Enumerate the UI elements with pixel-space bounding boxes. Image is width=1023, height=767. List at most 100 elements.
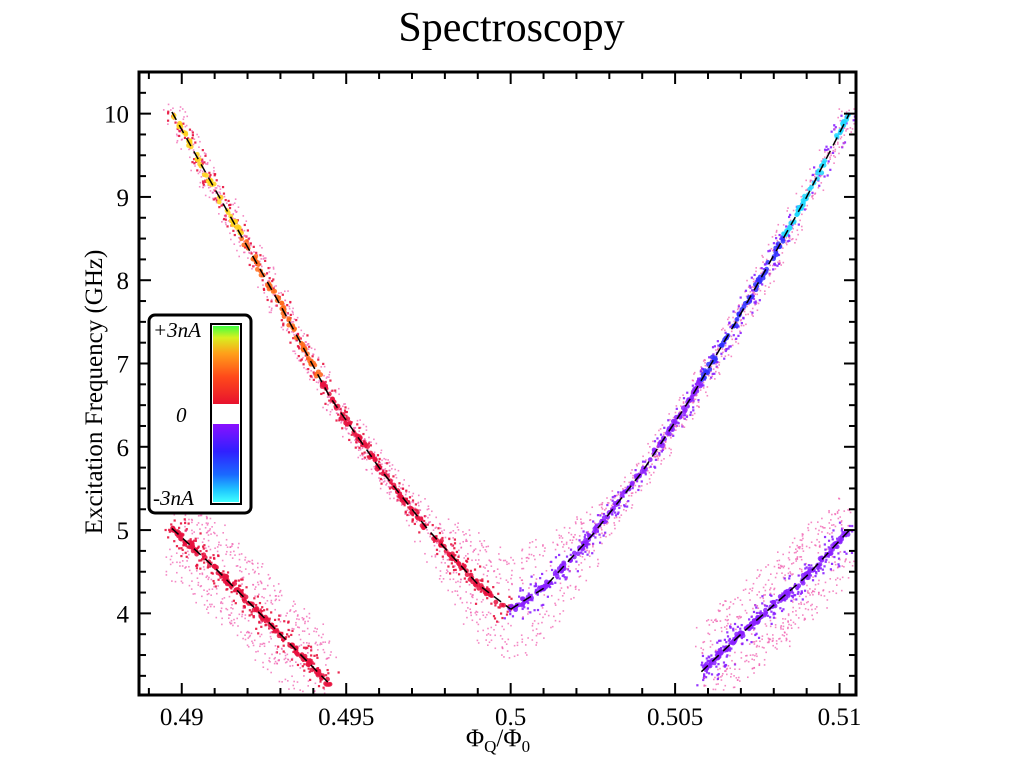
scatter-point [291,629,294,633]
scatter-point [644,473,647,476]
scatter-point [788,236,790,239]
scatter-point [316,720,318,722]
scatter-point [303,608,306,610]
scatter-point [442,558,445,561]
scatter-point [209,173,212,177]
scatter-point [805,601,808,604]
scatter-point [800,539,803,542]
scatter-point [773,612,777,615]
scatter-point [270,307,273,310]
scatter-point [361,447,364,450]
scatter-point [640,480,643,483]
scatter-point [487,633,490,635]
scatter-point [571,541,573,544]
scatter-point [776,551,779,553]
scatter-point [267,573,270,576]
scatter-point [779,564,782,567]
scatter-point [716,677,720,680]
scatter-point [273,662,276,665]
scatter-point [720,355,723,358]
scatter-point [758,299,761,302]
scatter-point [752,297,755,300]
scatter-point [740,636,743,640]
scatter-point [631,492,634,494]
scatter-point [717,366,719,369]
scatter-point [752,286,755,289]
scatter-point [759,573,761,576]
scatter-point [747,294,750,296]
scatter-point [551,582,554,585]
scatter-point [266,298,269,302]
scatter-point [594,536,597,539]
scatter-point [656,445,658,448]
scatter-point [221,598,224,600]
scatter-point [752,278,755,280]
scatter-point [521,567,523,570]
x-axis-title: ΦQ/Φ0 [466,725,530,756]
scatter-point [505,613,509,616]
scatter-point [325,409,328,411]
scatter-point [408,484,410,487]
scatter-point [204,526,207,529]
scatter-point [192,149,195,151]
scatter-point [402,483,404,486]
scatter-point [830,569,833,572]
scatter-point [457,529,460,531]
scatter-point [419,540,422,543]
scatter-point [751,658,753,661]
scatter-point [426,529,428,531]
scatter-point [560,541,563,543]
scatter-point [615,516,618,519]
scatter-point [763,658,766,661]
scatter-point [791,231,794,233]
scatter-point [719,639,722,642]
scatter-point [304,343,307,346]
scatter-point [697,401,700,403]
scatter-point [397,497,399,499]
scatter-point [474,612,477,614]
scatter-point [308,617,311,619]
scatter-point [811,173,814,176]
scatter-point [176,571,178,574]
scatter-point [506,610,509,613]
scatter-point [836,566,839,569]
scatter-point [597,558,599,561]
scatter-point [406,509,409,512]
scatter-point [790,627,793,629]
scatter-point [505,579,508,581]
scatter-point [201,572,204,575]
scatter-point [631,469,633,471]
scatter-point [598,533,601,536]
scatter-point [289,609,292,611]
scatter-point [346,427,348,430]
scatter-point [438,522,441,525]
scatter-point [823,535,827,539]
scatter-point [328,399,331,402]
scatter-point [827,555,830,558]
scatter-point [258,573,260,575]
scatter-point [557,598,560,601]
scatter-point [486,586,489,589]
scatter-point [793,537,796,540]
scatter-point [795,192,798,195]
scatter-point [191,137,194,140]
scatter-point [769,272,772,275]
scatter-point [819,567,822,570]
scatter-point [225,202,228,204]
scatter-point [653,455,655,458]
scatter-point [829,568,832,571]
scatter-point [654,455,656,458]
scatter-point [533,620,536,622]
scatter-point [684,414,687,417]
scatter-point [655,455,658,458]
scatter-point [806,204,809,207]
scatter-point [167,536,170,539]
scatter-point [452,537,454,539]
scatter-point [834,525,837,528]
scatter-point [462,540,465,543]
scatter-point [368,441,371,443]
scatter-point [328,376,330,378]
scatter-point [748,618,751,621]
scatter-point [724,349,727,353]
scatter-point [778,259,781,262]
